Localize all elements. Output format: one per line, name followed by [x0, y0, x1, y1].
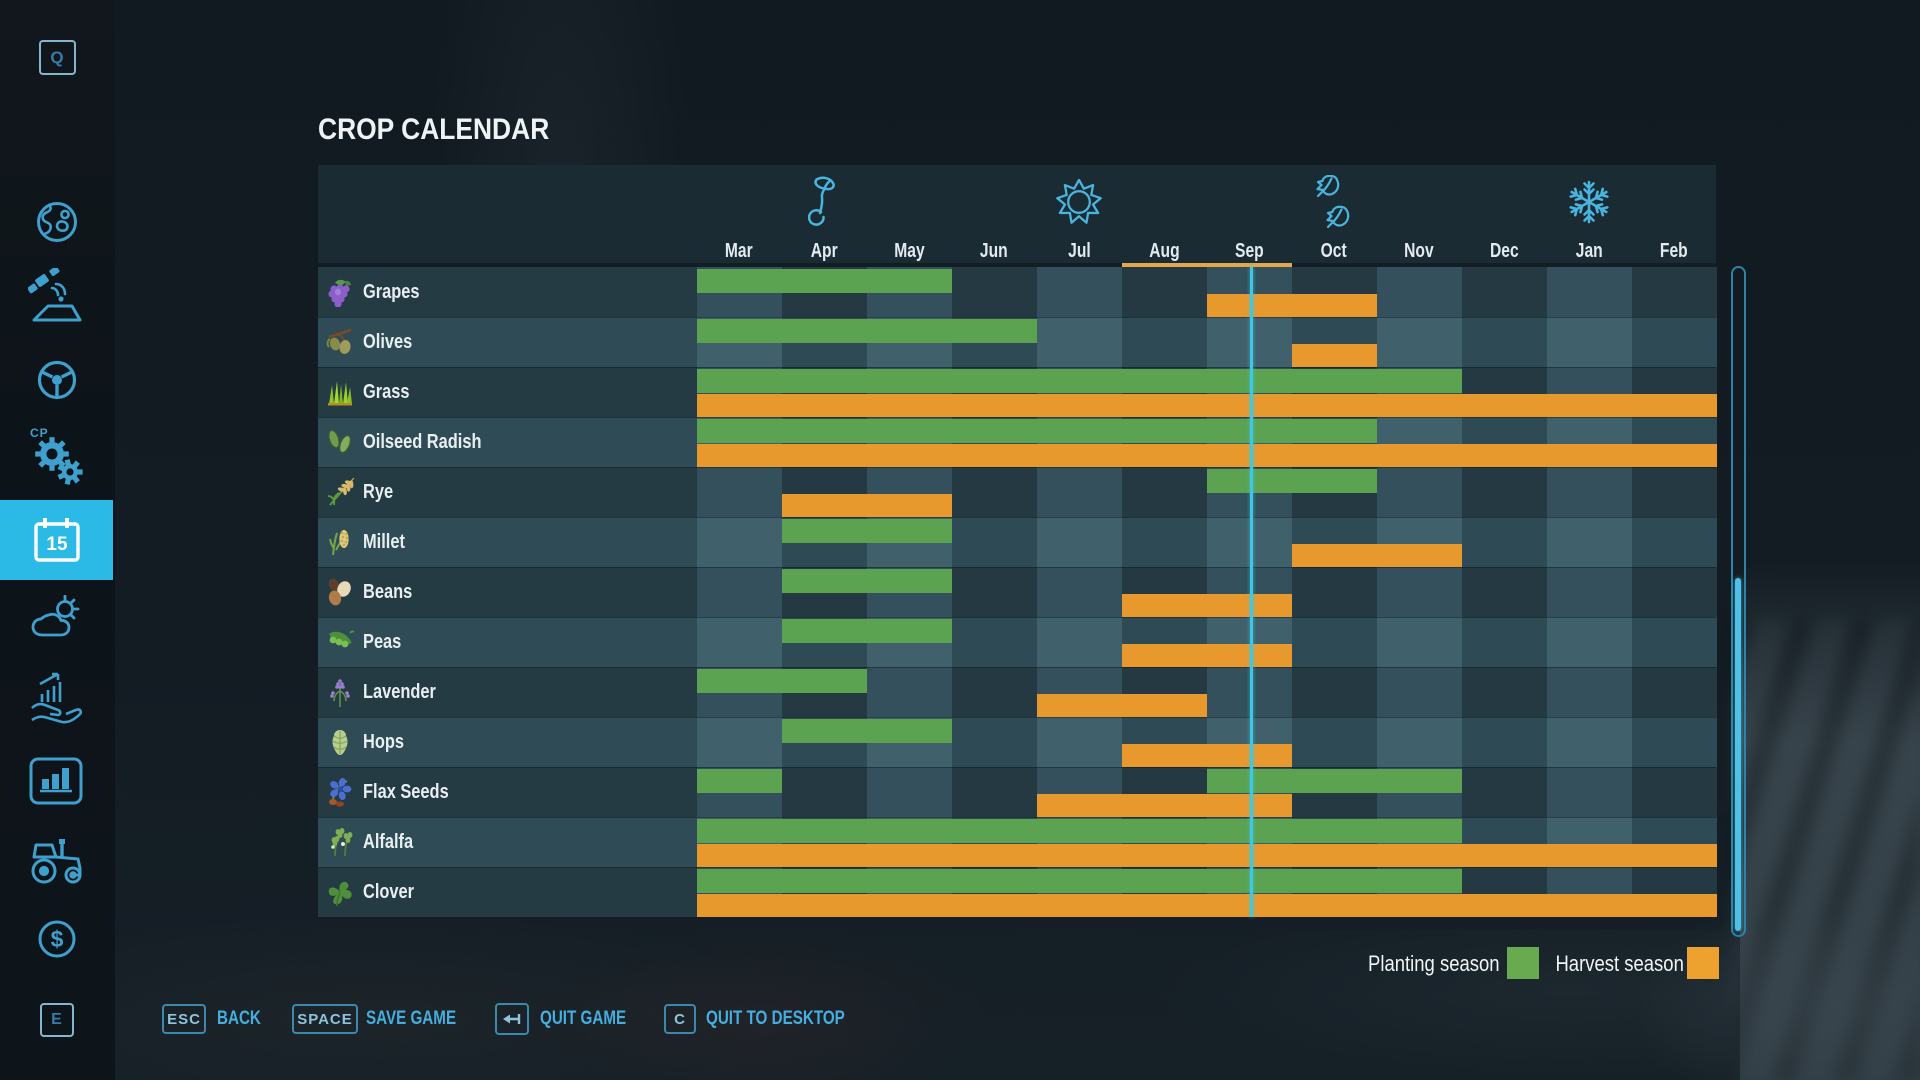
svg-text:$: $	[51, 926, 64, 952]
svg-text:15: 15	[46, 534, 68, 555]
